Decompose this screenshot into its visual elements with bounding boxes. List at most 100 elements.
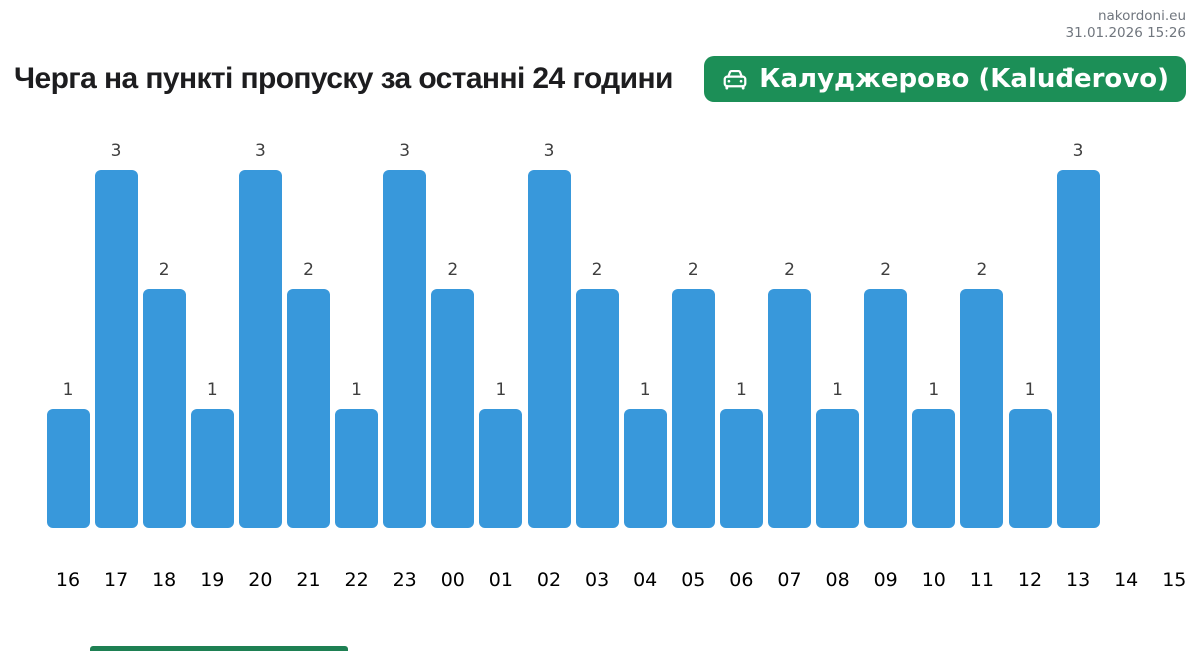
bar <box>335 408 379 528</box>
bar-value-label: 2 <box>880 260 892 281</box>
bar <box>94 170 138 528</box>
chart-column: 1 08 <box>814 0 862 651</box>
bar <box>912 408 956 528</box>
x-axis-label: 16 <box>55 569 81 591</box>
bar-value-label: 1 <box>62 379 74 400</box>
bar-value-label: 1 <box>735 379 747 400</box>
chart-column: 2 00 <box>429 0 477 651</box>
x-axis-label: 09 <box>873 569 898 591</box>
chart-column: 2 11 <box>958 0 1006 651</box>
site-info: nakordoni.eu 31.01.2026 15:26 <box>1066 8 1187 41</box>
bar <box>479 408 523 528</box>
chart-column: 2 09 <box>862 0 910 651</box>
bar-value-label: 1 <box>639 379 651 400</box>
x-axis-label: 10 <box>921 569 946 591</box>
x-axis-label: 21 <box>296 569 321 591</box>
x-axis-label: 17 <box>104 569 129 591</box>
chart-column: 1 16 <box>44 0 92 651</box>
bar <box>383 170 427 528</box>
bar-value-label: 2 <box>447 260 459 281</box>
x-axis-label: 15 <box>1162 569 1187 591</box>
chart-column: 15 <box>1150 0 1198 651</box>
bar <box>238 170 282 528</box>
bar <box>190 408 234 528</box>
x-axis-label: 20 <box>248 569 273 591</box>
bar <box>575 289 619 528</box>
checkpoint-badge-label: Калуджерово (Kaluđerovo) <box>759 64 1169 94</box>
header: Черга на пункті пропуску за останні 24 г… <box>14 55 1186 103</box>
x-axis-label: 04 <box>633 569 658 591</box>
chart-column: 3 23 <box>381 0 429 651</box>
bar <box>142 289 186 528</box>
x-axis-label: 01 <box>488 569 513 591</box>
bar <box>46 408 90 528</box>
bar <box>431 289 475 528</box>
chart-column: 14 <box>1102 0 1150 651</box>
bar-value-label: 1 <box>351 379 362 400</box>
chart-column: 1 01 <box>477 0 525 651</box>
bar <box>287 289 330 528</box>
x-axis-label: 00 <box>440 569 465 591</box>
chart-column: 2 21 <box>285 0 333 651</box>
bar <box>719 408 763 528</box>
partial-green-bar <box>90 646 348 651</box>
chart-column: 1 19 <box>188 0 236 651</box>
chart-column: 3 13 <box>1054 0 1102 651</box>
page-title: Черга на пункті пропуску за останні 24 г… <box>14 62 673 95</box>
x-axis-label: 12 <box>1017 569 1043 591</box>
chart-column: 3 20 <box>236 0 284 651</box>
bar-value-label: 1 <box>206 379 218 400</box>
site-name: nakordoni.eu <box>1097 8 1186 24</box>
bar-value-label: 1 <box>832 379 843 400</box>
x-axis-label: 07 <box>777 569 802 591</box>
bar-value-label: 1 <box>928 379 940 400</box>
bar <box>960 289 1004 528</box>
checkpoint-badge[interactable]: Калуджерово (Kaluđerovo) <box>704 56 1186 102</box>
chart-column: 1 12 <box>1006 0 1054 651</box>
chart-column: 1 04 <box>621 0 669 651</box>
chart-column: 3 02 <box>525 0 573 651</box>
chart-column: 3 17 <box>92 0 140 651</box>
x-axis-label: 19 <box>200 569 225 591</box>
x-axis-label: 06 <box>729 569 754 591</box>
x-axis-label: 03 <box>585 569 610 591</box>
x-axis-label: 11 <box>969 569 994 591</box>
bar-value-label: 2 <box>591 260 603 281</box>
screenshot-timestamp: 31.01.2026 15:26 <box>1065 24 1187 41</box>
bar-value-label: 2 <box>976 260 988 281</box>
x-axis-label: 14 <box>1114 569 1139 591</box>
x-axis-label: 23 <box>392 569 417 591</box>
x-axis-label: 08 <box>825 569 850 591</box>
chart-column: 1 22 <box>333 0 381 651</box>
chart-column: 1 10 <box>910 0 958 651</box>
car-front-icon <box>721 65 749 93</box>
bar-value-label: 3 <box>1072 141 1084 162</box>
bar-value-label: 3 <box>543 141 555 162</box>
bar-value-label: 2 <box>687 260 699 281</box>
chart-column: 2 03 <box>573 0 621 651</box>
bar <box>623 408 667 528</box>
x-axis-label: 13 <box>1066 569 1091 591</box>
bar <box>527 170 571 528</box>
bar <box>768 289 811 528</box>
bar <box>671 289 715 528</box>
bar-value-label: 2 <box>784 260 795 281</box>
bar-value-label: 1 <box>1024 379 1036 400</box>
x-axis-label: 02 <box>536 569 562 591</box>
chart-column: 1 06 <box>717 0 765 651</box>
bar-value-label: 1 <box>495 379 507 400</box>
bar <box>864 289 908 528</box>
bar <box>816 408 860 528</box>
bar-value-label: 2 <box>158 260 170 281</box>
bar-value-label: 2 <box>303 260 314 281</box>
x-axis-label: 18 <box>152 569 177 591</box>
chart-column: 2 05 <box>669 0 717 651</box>
chart-column: 2 18 <box>140 0 188 651</box>
x-axis-label: 05 <box>681 569 706 591</box>
bar-value-label: 3 <box>399 141 411 162</box>
bar <box>1008 408 1052 528</box>
chart-column: 2 07 <box>766 0 814 651</box>
bar-value-label: 3 <box>254 141 266 162</box>
